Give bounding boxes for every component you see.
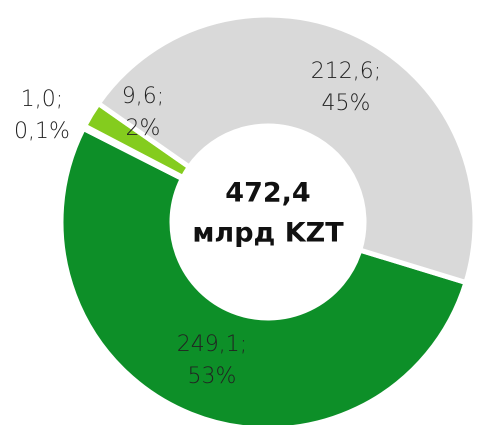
data-label: 1,0; — [21, 87, 63, 112]
slices — [58, 12, 478, 425]
data-label: 45% — [322, 91, 371, 116]
center-unit: млрд KZT — [192, 218, 344, 249]
labels: 249,1; 53% 1,0; 0,1% 9,6; 2% 212,6; 45% — [14, 59, 381, 389]
center-total: 472,4 — [225, 178, 310, 209]
data-label: 0,1% — [14, 119, 70, 144]
data-label: 212,6; — [311, 59, 381, 84]
data-label: 249,1; — [177, 332, 247, 357]
data-label: 53% — [188, 364, 237, 389]
data-label: 9,6; — [122, 84, 164, 109]
data-label: 2% — [126, 116, 161, 141]
slice — [58, 125, 470, 425]
slice — [94, 12, 478, 286]
